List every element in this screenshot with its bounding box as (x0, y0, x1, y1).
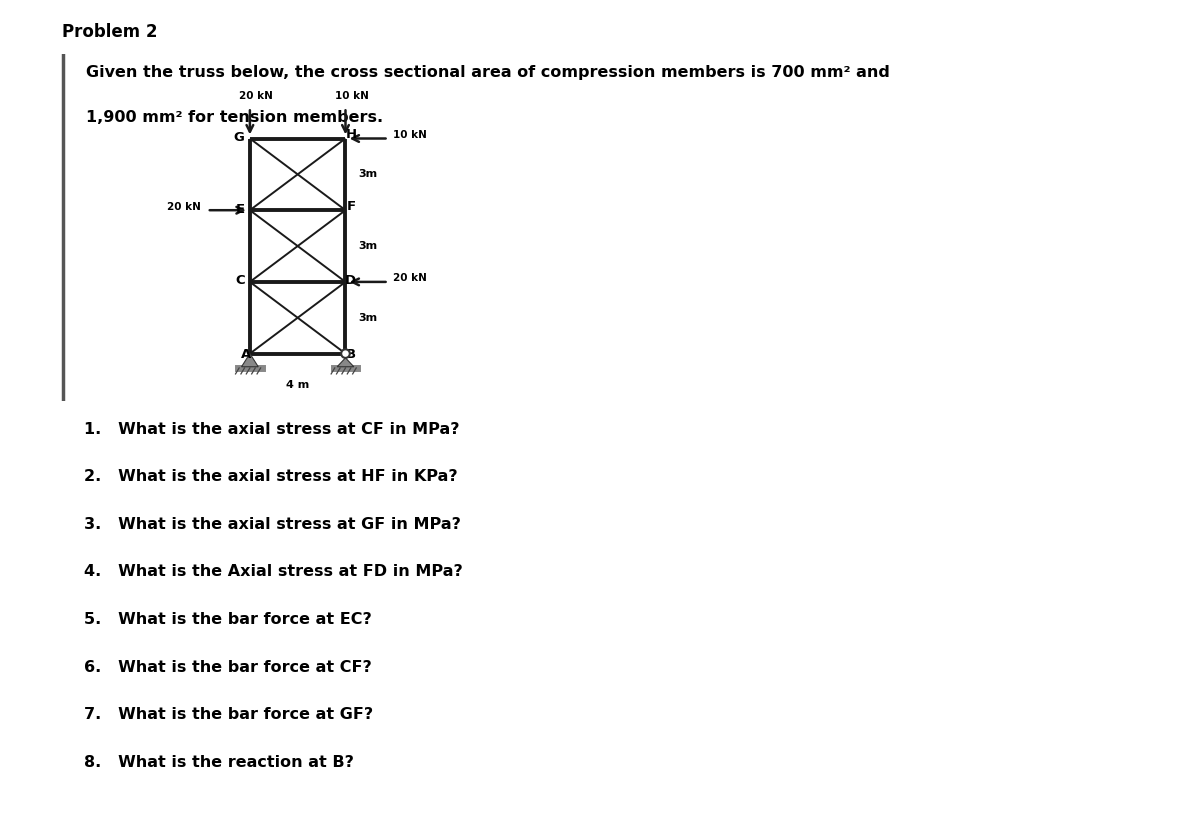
Circle shape (341, 349, 349, 358)
Text: F: F (347, 200, 356, 213)
Text: 6.   What is the bar force at CF?: 6. What is the bar force at CF? (84, 660, 372, 675)
Text: 10 kN: 10 kN (394, 130, 427, 140)
Text: E: E (235, 203, 245, 215)
Text: Problem 2: Problem 2 (62, 23, 158, 42)
Text: 3m: 3m (359, 170, 378, 180)
Text: 3.   What is the axial stress at GF in MPa?: 3. What is the axial stress at GF in MPa… (84, 517, 461, 532)
Text: 10 kN: 10 kN (335, 92, 368, 102)
Text: 7.   What is the bar force at GF?: 7. What is the bar force at GF? (84, 707, 373, 722)
Text: 5.   What is the bar force at EC?: 5. What is the bar force at EC? (84, 612, 372, 627)
Text: D: D (346, 274, 356, 287)
Text: A: A (241, 348, 252, 362)
Text: G: G (234, 131, 245, 144)
Text: 8.   What is the reaction at B?: 8. What is the reaction at B? (84, 755, 354, 770)
Text: 4.   What is the Axial stress at FD in MPa?: 4. What is the Axial stress at FD in MPa… (84, 564, 463, 579)
Text: H: H (346, 129, 358, 141)
Text: 3m: 3m (359, 241, 378, 251)
Text: Given the truss below, the cross sectional area of compression members is 700 mm: Given the truss below, the cross section… (85, 64, 889, 79)
Polygon shape (337, 358, 354, 367)
Text: 20 kN: 20 kN (239, 92, 272, 102)
Text: C: C (235, 274, 245, 287)
Text: 2.   What is the axial stress at HF in KPa?: 2. What is the axial stress at HF in KPa… (84, 469, 457, 484)
Text: 1,900 mm² for tension members.: 1,900 mm² for tension members. (85, 109, 383, 124)
Text: B: B (346, 348, 356, 362)
Text: 1.   What is the axial stress at CF in MPa?: 1. What is the axial stress at CF in MPa… (84, 422, 460, 437)
Polygon shape (241, 353, 258, 367)
Text: 4 m: 4 m (286, 380, 310, 390)
Text: 20 kN: 20 kN (394, 273, 427, 283)
Text: 20 kN: 20 kN (167, 201, 200, 211)
Text: 3m: 3m (359, 313, 378, 323)
